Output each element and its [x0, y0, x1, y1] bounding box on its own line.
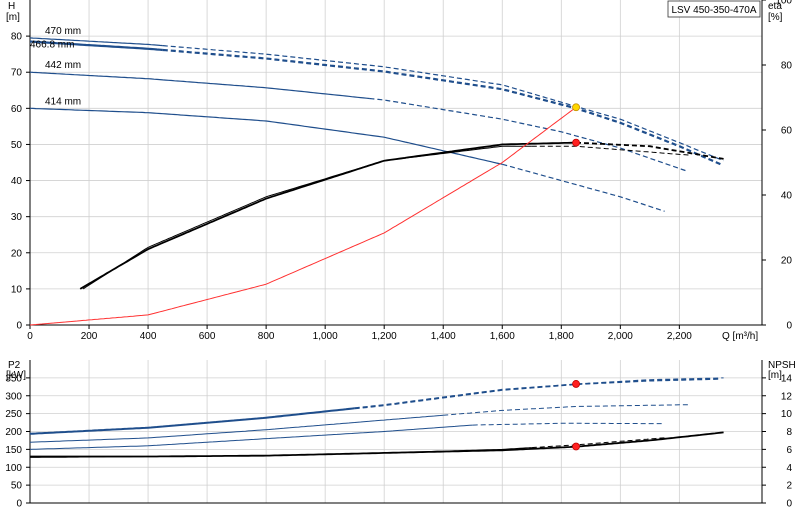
right-tick-label: 40 — [781, 191, 793, 202]
power-curve-solid — [29, 414, 444, 443]
left-tick-label: 40 — [11, 176, 23, 187]
duty-point — [572, 138, 580, 147]
x-tick-label: 1,800 — [549, 331, 574, 342]
efficiency-curve-dashed — [531, 145, 692, 156]
power-curve-solid — [29, 424, 473, 450]
x-tick-label: 600 — [199, 331, 216, 342]
right-tick-label: 4 — [786, 463, 792, 474]
left-axis-unit: [m] — [6, 12, 20, 23]
efficiency-curve-solid — [79, 141, 577, 290]
right-tick-label: 6 — [786, 445, 792, 456]
head-curve-dashed — [502, 163, 665, 212]
left-tick-label: 150 — [5, 445, 22, 456]
left-axis-title: P2 — [8, 360, 21, 371]
power-curve-dashed — [443, 404, 689, 416]
title-box-text: LSV 450-350-470A — [671, 5, 756, 16]
power-curve-solid — [29, 407, 355, 435]
left-tick-label: 30 — [11, 212, 23, 223]
right-axis-title: eta — [768, 1, 782, 12]
head-curve-dashed — [162, 45, 724, 162]
right-tick-label: 2 — [786, 481, 792, 492]
x-tick-label: 400 — [140, 331, 157, 342]
right-tick-label: 20 — [781, 256, 793, 267]
left-tick-label: 50 — [11, 481, 23, 492]
system-curve — [29, 106, 577, 326]
efficiency-curve-solid — [82, 145, 532, 290]
head-curve-solid — [29, 40, 163, 52]
x-tick-label: 1,600 — [490, 331, 515, 342]
left-tick-label: 0 — [16, 321, 22, 332]
power-curve-dashed — [354, 378, 721, 410]
curve-label: 442 mm — [45, 60, 81, 71]
x-tick-label: 2,200 — [667, 331, 692, 342]
x-tick-label: 800 — [258, 331, 275, 342]
curve-label: 470 mm — [45, 26, 81, 37]
left-tick-label: 20 — [11, 248, 23, 259]
efficiency-curve-dashed — [575, 141, 724, 160]
lower-plot: 0 50 100 150 200 250 300 350 0 2 4 6 8 10 12 14 P2[kW] NP… — [5, 360, 796, 510]
right-tick-label: 60 — [781, 126, 793, 137]
curve-label: 414 mm — [45, 96, 81, 107]
head-curve-solid — [29, 71, 370, 100]
left-tick-label: 80 — [11, 32, 23, 43]
duty-point — [572, 103, 580, 112]
left-tick-label: 0 — [16, 499, 22, 510]
left-tick-label: 350 — [5, 373, 22, 384]
duty-point — [572, 442, 580, 451]
head-curve-solid — [29, 37, 163, 47]
right-tick-label: 10 — [781, 409, 793, 420]
left-axis-title: H — [8, 1, 15, 12]
head-curve-dashed — [369, 97, 689, 173]
left-tick-label: 60 — [11, 104, 23, 115]
duty-point — [572, 380, 580, 388]
right-tick-label: 0 — [786, 321, 792, 332]
upper-plot: 01020304050607080020406080100H[m]eta[%]0… — [6, 0, 792, 342]
right-tick-label: 80 — [781, 61, 793, 72]
right-tick-label: 8 — [786, 427, 792, 438]
x-tick-label: 2,000 — [608, 331, 633, 342]
right-axis-unit: [m] — [768, 370, 782, 381]
right-tick-label: 12 — [781, 391, 793, 402]
right-axis-title: NPSH — [768, 360, 796, 371]
right-axis-unit: [%] — [768, 12, 783, 23]
power-curve-solid — [29, 407, 355, 434]
left-tick-label: 50 — [11, 140, 23, 151]
curve-label: 466.8 mm — [30, 40, 74, 51]
head-curve-solid — [29, 107, 503, 165]
right-tick-label: 100 — [775, 0, 792, 7]
head-curve-dashed — [162, 48, 722, 166]
x-tick-label: 0 — [27, 331, 33, 342]
power-curve-dashed — [354, 377, 724, 409]
x-tick-label: 1,400 — [431, 331, 456, 342]
x-tick-label: 200 — [81, 331, 98, 342]
left-tick-label: 300 — [5, 391, 22, 402]
left-tick-label: 100 — [5, 463, 22, 474]
left-axis-unit: [kW] — [6, 370, 26, 381]
left-tick-label: 70 — [11, 68, 23, 79]
right-tick-label: 0 — [786, 499, 792, 510]
npsh-curve-dashed — [531, 437, 665, 449]
left-tick-label: 250 — [5, 409, 22, 420]
title-box: LSV 450-350-470A — [667, 0, 761, 18]
npsh-curve-solid — [30, 447, 532, 458]
x-axis-title: Q [m³/h] — [722, 331, 758, 342]
title-box-frame — [667, 0, 761, 18]
power-curve-dashed — [472, 422, 665, 426]
x-tick-label: 1,000 — [313, 331, 338, 342]
left-tick-label: 200 — [5, 427, 22, 438]
x-tick-label: 1,200 — [372, 331, 397, 342]
right-tick-label: 14 — [781, 373, 793, 384]
left-tick-label: 10 — [11, 284, 23, 295]
